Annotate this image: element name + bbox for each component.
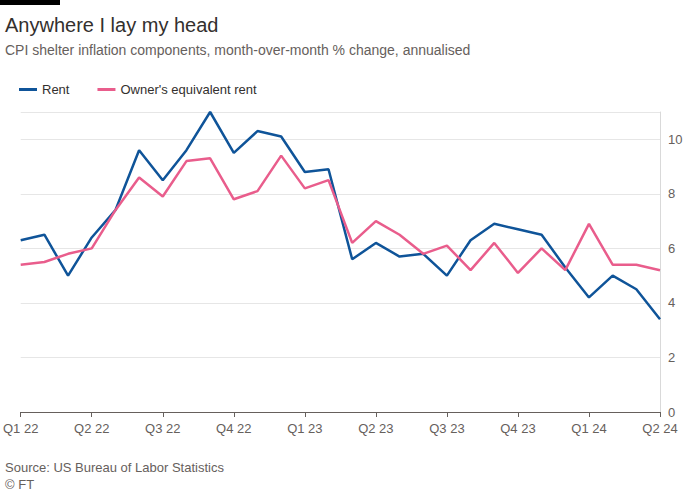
svg-text:Q1 24: Q1 24 [571, 421, 606, 436]
svg-text:CPI shelter inflation componen: CPI shelter inflation components, month-… [5, 42, 470, 58]
svg-text:Source: US Bureau of Labor Sta: Source: US Bureau of Labor Statistics [5, 460, 224, 475]
svg-text:© FT: © FT [5, 477, 34, 492]
svg-text:Anywhere I lay my head: Anywhere I lay my head [5, 14, 218, 36]
svg-text:Q4 23: Q4 23 [500, 421, 535, 436]
svg-text:Q4 22: Q4 22 [216, 421, 251, 436]
svg-text:Rent: Rent [42, 82, 70, 97]
svg-text:Q2 24: Q2 24 [642, 421, 677, 436]
svg-text:Q1 23: Q1 23 [287, 421, 322, 436]
svg-text:10: 10 [668, 132, 682, 147]
svg-text:Q2 22: Q2 22 [74, 421, 109, 436]
svg-text:Q3 23: Q3 23 [429, 421, 464, 436]
svg-text:4: 4 [668, 295, 675, 310]
svg-text:Owner's equivalent rent: Owner's equivalent rent [120, 82, 257, 97]
svg-text:Q1 22: Q1 22 [3, 421, 38, 436]
svg-text:Q3 22: Q3 22 [145, 421, 180, 436]
svg-text:6: 6 [668, 241, 675, 256]
svg-text:0: 0 [668, 405, 675, 420]
svg-text:8: 8 [668, 186, 675, 201]
svg-text:Q2 23: Q2 23 [358, 421, 393, 436]
svg-text:2: 2 [668, 350, 675, 365]
